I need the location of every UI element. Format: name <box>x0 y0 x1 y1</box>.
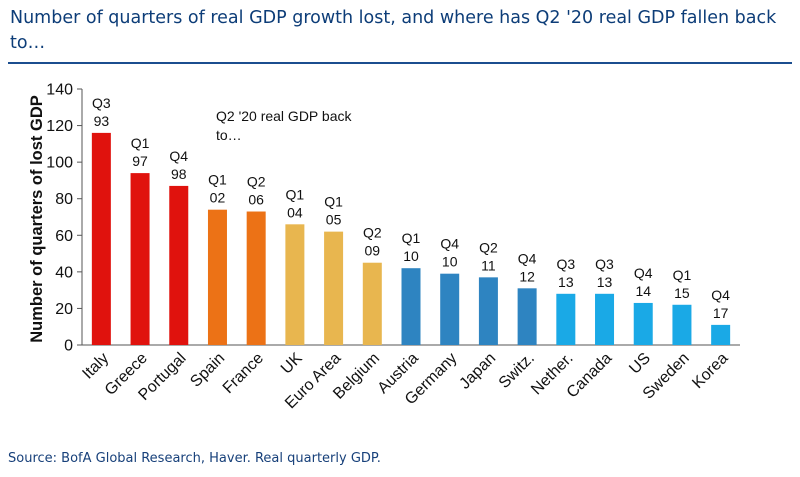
bar-switz <box>517 288 537 345</box>
bar-france <box>246 211 266 345</box>
title-divider <box>8 62 792 64</box>
chart-annotation: to… <box>216 127 242 143</box>
bar-spain <box>207 209 227 345</box>
y-axis-title: Number of quarters of lost GDP <box>28 95 46 343</box>
chart-title: Number of quarters of real GDP growth lo… <box>10 8 777 53</box>
bar-label-year: 14 <box>635 283 651 299</box>
bar-label-quarter: Q2 <box>479 239 498 255</box>
y-tick-label: 140 <box>46 82 73 99</box>
y-tick-label: 0 <box>64 338 73 355</box>
bar-label-quarter: Q2 <box>247 174 266 190</box>
bar-label-year: 06 <box>248 192 264 208</box>
x-tick-label: France <box>220 350 267 397</box>
bar-label-quarter: Q4 <box>440 236 459 252</box>
bar-uk <box>285 224 305 345</box>
bar-greece <box>130 173 150 345</box>
bar-euro-area <box>324 231 344 345</box>
x-tick-label: US <box>626 350 654 378</box>
bar-label-year: 02 <box>210 190 226 206</box>
x-tick-label: Italy <box>79 350 112 383</box>
bar-label-year: 12 <box>519 268 535 284</box>
bar-label-year: 93 <box>94 113 110 129</box>
bar-portugal <box>169 185 189 345</box>
bar-label-year: 10 <box>403 248 419 264</box>
bar-label-quarter: Q1 <box>402 230 421 246</box>
bar-nether <box>556 293 576 345</box>
y-tick-label: 120 <box>46 118 73 135</box>
bar-label-year: 04 <box>287 204 303 220</box>
bar-austria <box>401 268 421 345</box>
bar-label-year: 98 <box>171 166 187 182</box>
bar-label-year: 13 <box>558 274 574 290</box>
bar-label-quarter: Q3 <box>92 95 111 111</box>
bar-label-quarter: Q4 <box>711 287 730 303</box>
y-tick-label: 60 <box>55 228 73 245</box>
x-tick-label: Korea <box>689 350 731 392</box>
y-tick-label: 40 <box>55 264 73 281</box>
bar-label-year: 17 <box>713 305 729 321</box>
bar-label-quarter: Q1 <box>324 194 343 210</box>
bar-label-year: 97 <box>132 153 148 169</box>
bar-canada <box>595 293 615 345</box>
bar-germany <box>440 273 460 345</box>
bar-label-quarter: Q1 <box>131 135 150 151</box>
x-tick-label: Japan <box>456 350 499 393</box>
bar-label-year: 15 <box>674 285 690 301</box>
bar-label-quarter: Q4 <box>518 250 537 266</box>
y-tick-label: 100 <box>46 155 73 172</box>
source-note: Source: BofA Global Research, Haver. Rea… <box>8 451 381 466</box>
bar-label-quarter: Q4 <box>634 265 653 281</box>
bar-italy <box>91 132 111 345</box>
bar-korea <box>711 324 731 345</box>
bar-label-quarter: Q3 <box>556 256 575 272</box>
y-tick-label: 80 <box>55 191 73 208</box>
bar-us <box>633 302 653 345</box>
bar-label-quarter: Q4 <box>169 148 188 164</box>
bar-label-year: 10 <box>442 254 458 270</box>
bar-sweden <box>672 304 692 345</box>
bar-label-quarter: Q2 <box>363 225 382 241</box>
bar-label-year: 13 <box>597 274 613 290</box>
bar-label-year: 05 <box>326 212 342 228</box>
bar-label-quarter: Q1 <box>286 186 305 202</box>
bar-label-quarter: Q1 <box>208 172 227 188</box>
bar-label-year: 09 <box>365 243 381 259</box>
bar-japan <box>478 277 498 345</box>
chart-annotation: Q2 '20 real GDP back <box>216 108 352 124</box>
bar-label-year: 11 <box>481 257 496 273</box>
x-tick-label: UK <box>278 350 306 378</box>
y-tick-label: 20 <box>55 301 73 318</box>
bar-label-quarter: Q1 <box>673 267 692 283</box>
bar-label-quarter: Q3 <box>595 256 614 272</box>
bar-belgium <box>362 262 382 345</box>
